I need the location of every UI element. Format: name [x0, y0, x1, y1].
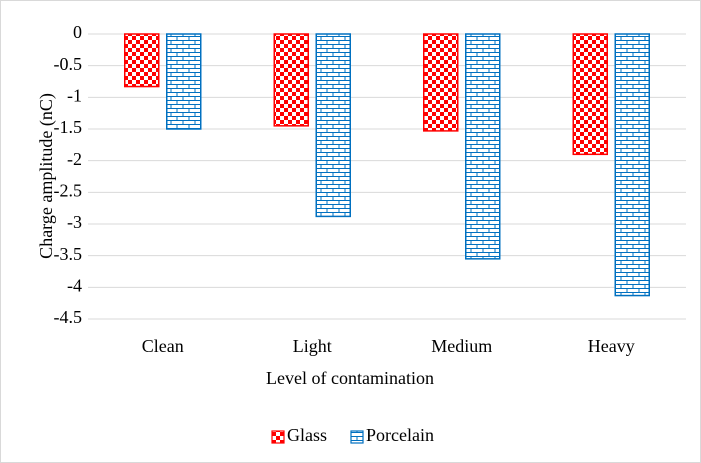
y-tick-label: -3.5	[54, 244, 83, 264]
bar	[124, 33, 160, 88]
legend-label: Glass	[287, 425, 327, 445]
y-tick-label: -3	[67, 212, 82, 232]
y-axis-title: Charge amplitude (nC)	[36, 93, 57, 259]
x-tick-label: Medium	[431, 336, 492, 356]
x-tick-label: Heavy	[588, 336, 635, 356]
legend-label: Porcelain	[366, 425, 434, 445]
y-tick-label: -4	[67, 275, 82, 295]
bar	[465, 33, 501, 260]
y-tick-label: 0	[73, 22, 82, 42]
legend-swatch	[271, 430, 285, 444]
bar	[166, 33, 202, 130]
y-tick-label: -1	[67, 85, 82, 105]
legend-swatch	[350, 430, 364, 444]
bar	[572, 33, 608, 156]
x-axis-title: Level of contamination	[266, 368, 434, 388]
bar	[315, 33, 351, 218]
bar	[614, 33, 650, 297]
y-tick-label: -1.5	[54, 117, 83, 137]
y-tick-label: -4.5	[54, 307, 83, 327]
x-tick-label: Light	[293, 336, 332, 356]
bar	[273, 33, 309, 127]
y-tick-label: -2.5	[54, 180, 83, 200]
y-tick-label: -0.5	[54, 54, 83, 74]
x-tick-label: Clean	[142, 336, 184, 356]
bar	[423, 33, 459, 132]
y-tick-label: -2	[67, 149, 82, 169]
